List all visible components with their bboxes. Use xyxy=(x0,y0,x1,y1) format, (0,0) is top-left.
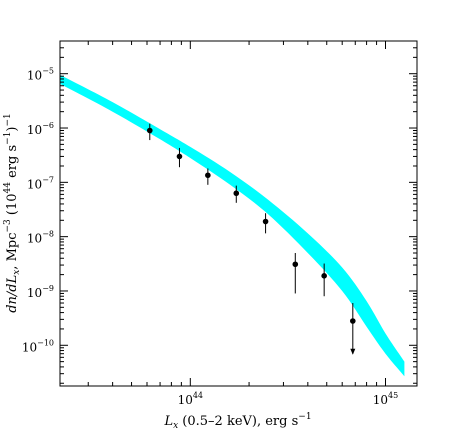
x-axis-label-symbol: L xyxy=(163,414,173,429)
y-tick-label-exp: −8 xyxy=(42,230,54,239)
y-tick-label-base: 10 xyxy=(22,340,37,354)
plot-layer xyxy=(60,74,405,377)
y-axis-label-sup4: −1 xyxy=(3,113,13,126)
y-tick-label: 10−5 xyxy=(27,67,54,83)
data-point-marker xyxy=(321,273,327,279)
data-point-8 xyxy=(350,303,356,355)
y-axis-label: dn/dLx, Mpc−3 (1044 erg s−1)−1 xyxy=(3,113,22,313)
x-axis-label-sub: x xyxy=(173,421,178,431)
data-point-3 xyxy=(205,168,211,185)
y-tick-label-exp: −9 xyxy=(42,284,54,293)
data-point-1 xyxy=(146,123,153,141)
y-tick-label-base: 10 xyxy=(27,69,42,83)
y-tick-label-base: 10 xyxy=(27,177,42,191)
x-axis-label-sup: −1 xyxy=(298,412,311,422)
y-axis-label-sup3: −1 xyxy=(3,132,13,145)
y-tick-label: 10−10 xyxy=(22,338,54,354)
y-tick-label-exp: −10 xyxy=(37,338,54,347)
data-point-marker xyxy=(146,127,153,134)
y-tick-label-exp: −5 xyxy=(42,67,54,76)
y-axis-label-mid3: erg s xyxy=(5,145,20,182)
y-tick-label: 10−6 xyxy=(27,121,54,137)
x-tick-label: 1044 xyxy=(178,391,203,407)
data-point-marker xyxy=(176,153,183,160)
data-point-4 xyxy=(233,185,240,203)
y-axis-label-mid2: (10 xyxy=(5,193,20,219)
data-point-marker xyxy=(262,218,269,225)
x-tick-label-base: 10 xyxy=(178,393,193,407)
data-point-marker xyxy=(350,318,356,324)
x-tick-label-exp: 44 xyxy=(193,391,203,400)
y-tick-label: 10−9 xyxy=(27,284,54,300)
y-axis-label-sub: x xyxy=(12,270,22,275)
y-axis-label-pre: dn/dL xyxy=(5,275,20,313)
data-point-marker xyxy=(233,190,240,197)
y-axis-label-post: ) xyxy=(5,126,20,131)
upper-limit-arrow xyxy=(350,348,356,355)
y-tick-label-base: 10 xyxy=(27,123,42,137)
data-point-2 xyxy=(176,147,183,168)
x-tick-label: 1045 xyxy=(373,391,398,407)
x-tick-label-exp: 45 xyxy=(388,391,398,400)
plot-frame xyxy=(59,40,418,387)
data-point-marker xyxy=(292,261,299,268)
y-tick-label-base: 10 xyxy=(27,286,42,300)
y-axis-label-sup1: −3 xyxy=(3,219,13,233)
x-axis-label: Lx (0.5–2 keV), erg s−1 xyxy=(163,412,311,431)
y-tick-label: 10−7 xyxy=(27,175,54,191)
x-axis-label-rest: (0.5–2 keV), erg s xyxy=(178,414,298,429)
y-axis-label-mid: , Mpc xyxy=(5,233,20,270)
y-axis-label-sup2: 44 xyxy=(3,182,13,194)
data-point-6 xyxy=(292,253,299,294)
y-tick-label-exp: −7 xyxy=(42,175,54,184)
data-point-marker xyxy=(205,172,211,179)
x-tick-label-base: 10 xyxy=(373,393,388,407)
y-tick-label-base: 10 xyxy=(27,232,42,246)
data-point-5 xyxy=(262,213,269,234)
data-point-7 xyxy=(321,263,327,297)
y-tick-label-exp: −6 xyxy=(42,121,54,130)
y-tick-label: 10−8 xyxy=(27,230,54,246)
